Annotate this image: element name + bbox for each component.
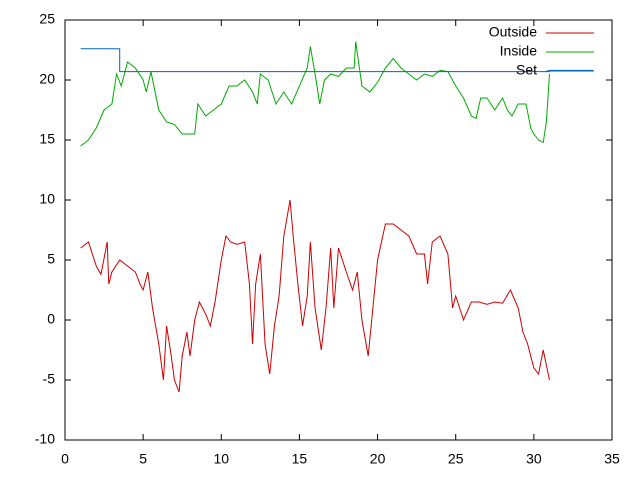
plot-frame: [64, 19, 613, 441]
x-tick-label: 15: [292, 451, 308, 467]
y-tick-label: 15: [39, 131, 55, 147]
y-tick-label: 0: [47, 311, 55, 327]
legend-label: Set: [516, 62, 537, 78]
x-tick-label: 30: [526, 451, 542, 467]
x-tick-label: 25: [448, 451, 464, 467]
x-tick-label: 10: [213, 451, 229, 467]
x-tick-label: 20: [370, 451, 386, 467]
y-tick-label: 25: [39, 11, 55, 27]
x-tick-label: 5: [139, 451, 147, 467]
x-tick-label: 35: [604, 451, 620, 467]
legend-label: Inside: [500, 43, 538, 59]
series-line: [80, 41, 550, 147]
y-tick-label: 20: [39, 71, 55, 87]
series-line: [80, 48, 594, 73]
y-tick-label: -10: [35, 431, 55, 447]
y-tick-label: -5: [43, 371, 56, 387]
legend-label: Outside: [489, 24, 537, 40]
y-tick-label: 10: [39, 191, 55, 207]
x-tick-label: 0: [61, 451, 69, 467]
y-tick-label: 5: [47, 251, 55, 267]
series-line: [80, 199, 550, 393]
